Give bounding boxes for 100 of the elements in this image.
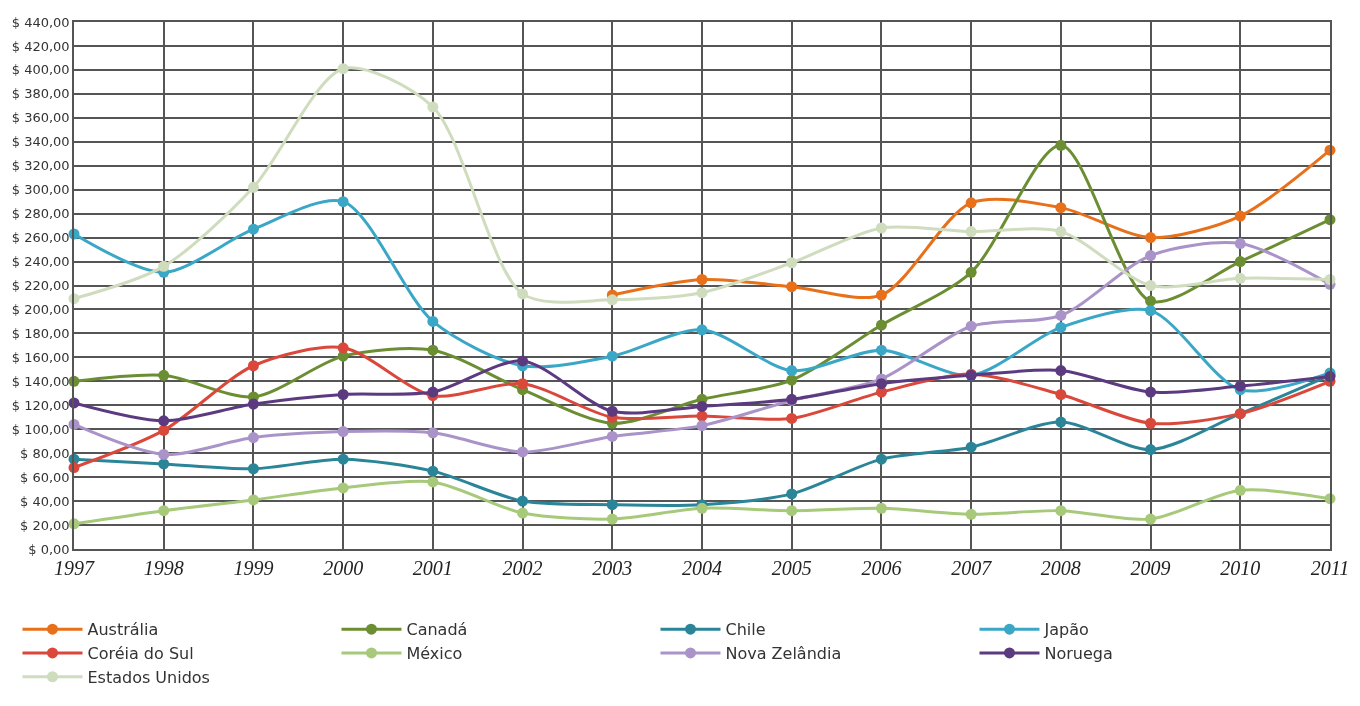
legend-label: Japão: [1043, 620, 1089, 640]
x-tick-label: 2001: [412, 556, 453, 579]
point: [1055, 416, 1067, 428]
point: [606, 513, 618, 525]
y-tick-label: $ 140,00: [11, 373, 70, 389]
legend-label: Estados Unidos: [87, 667, 210, 687]
y-tick-label: $ 240,00: [11, 254, 70, 270]
x-tick-label: 1999: [233, 556, 274, 579]
x-tick-label: 2004: [682, 556, 722, 579]
point: [875, 222, 887, 234]
point: [1055, 202, 1067, 214]
y-tick-label: $ 0,00: [28, 541, 70, 557]
x-tick-label: 2000: [323, 556, 364, 579]
point: [1055, 226, 1067, 238]
point: [965, 266, 977, 278]
point: [965, 320, 977, 332]
point: [337, 63, 349, 75]
y-tick-label: $ 220,00: [11, 278, 70, 294]
point: [965, 197, 977, 209]
legend-label: México: [406, 644, 463, 664]
x-tick-label: 2009: [1130, 556, 1171, 579]
point: [337, 482, 349, 494]
point: [1145, 513, 1157, 525]
x-tick-label: 2002: [502, 556, 543, 579]
point: [786, 365, 798, 377]
point: [786, 412, 798, 424]
point: [517, 446, 529, 458]
point: [696, 324, 708, 336]
point: [696, 400, 708, 412]
y-tick-label: $ 60,00: [20, 469, 70, 485]
y-tick-label: $ 340,00: [11, 134, 70, 150]
y-tick-label: $ 440,00: [11, 14, 70, 30]
y-tick-label: $ 280,00: [11, 206, 70, 222]
point: [606, 430, 618, 442]
point: [427, 101, 439, 113]
legend-label: Austrália: [87, 620, 159, 640]
point: [1234, 256, 1246, 268]
point: [247, 463, 259, 475]
point: [1055, 309, 1067, 321]
point: [517, 355, 529, 367]
point: [247, 494, 259, 506]
point: [1234, 272, 1246, 284]
y-tick-label: $ 20,00: [20, 517, 70, 533]
point: [337, 388, 349, 400]
x-tick-label: 1998: [143, 556, 184, 579]
legend-label: Coréia do Sul: [87, 644, 194, 664]
point: [875, 289, 887, 301]
point: [1234, 238, 1246, 250]
y-tick-label: $ 420,00: [11, 38, 70, 54]
point: [427, 427, 439, 439]
y-tick-label: $ 320,00: [11, 158, 70, 174]
point: [337, 342, 349, 354]
point: [427, 315, 439, 327]
x-tick-label: 2008: [1040, 556, 1081, 579]
point: [427, 465, 439, 477]
point: [427, 344, 439, 356]
point: [606, 405, 618, 417]
y-tick-label: $ 40,00: [20, 493, 70, 509]
y-tick-label: $ 120,00: [11, 397, 70, 413]
point: [1055, 139, 1067, 151]
point: [875, 453, 887, 465]
x-tick-label: 2006: [861, 556, 902, 579]
point: [158, 448, 170, 460]
point: [786, 488, 798, 500]
point: [1145, 250, 1157, 262]
point: [247, 360, 259, 372]
x-tick-label: 2007: [951, 556, 993, 579]
point: [427, 386, 439, 398]
point: [247, 432, 259, 444]
point: [696, 274, 708, 286]
point: [158, 505, 170, 517]
point: [875, 319, 887, 331]
point: [158, 424, 170, 436]
point: [965, 508, 977, 520]
point: [786, 257, 798, 269]
x-tick-label: 2010: [1220, 556, 1261, 579]
point: [875, 344, 887, 356]
point: [965, 226, 977, 238]
point: [1145, 232, 1157, 244]
y-tick-label: $ 300,00: [11, 182, 70, 198]
point: [965, 441, 977, 453]
point: [1145, 444, 1157, 456]
point: [696, 420, 708, 432]
point: [786, 374, 798, 386]
point: [1145, 295, 1157, 307]
y-tick-label: $ 360,00: [11, 110, 70, 126]
x-tick-label: 2011: [1310, 556, 1350, 579]
point: [1055, 321, 1067, 333]
point: [1145, 305, 1157, 317]
point: [1055, 388, 1067, 400]
point: [517, 378, 529, 390]
point: [158, 415, 170, 427]
point: [606, 350, 618, 362]
point: [875, 378, 887, 390]
y-tick-label: $ 80,00: [20, 445, 70, 461]
legend-label: Noruega: [1044, 644, 1113, 664]
point: [158, 369, 170, 381]
y-tick-label: $ 380,00: [11, 86, 70, 102]
point: [1234, 380, 1246, 392]
legend-label: Nova Zelândia: [725, 644, 842, 664]
